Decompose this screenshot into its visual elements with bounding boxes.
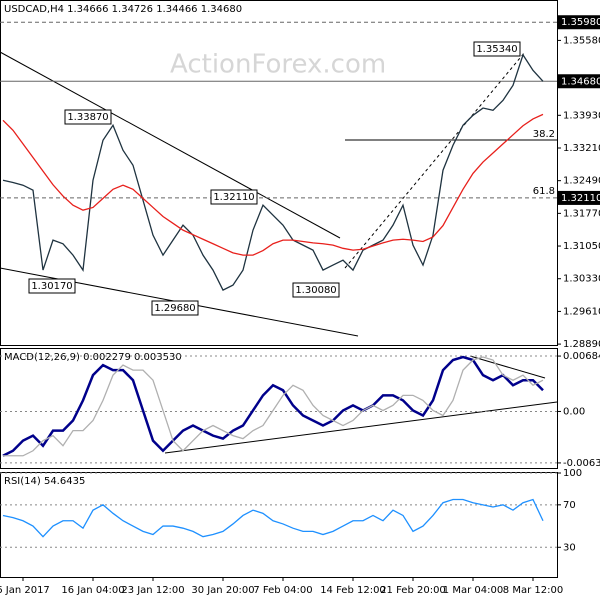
x-tick-label: 30 Jan 20:00 <box>191 585 254 596</box>
annotation: 1.30080 <box>295 285 336 296</box>
annotation: 1.33870 <box>67 112 108 123</box>
x-tick-label: 16 Jan 04:00 <box>61 585 124 596</box>
trendline <box>469 355 546 379</box>
y-tick-label: 1.29610 <box>563 306 600 317</box>
series-line <box>2 355 544 457</box>
y-tick-label: 1.35580 <box>563 35 600 46</box>
chart-title: USDCAD,H4 1.34666 1.34726 1.34466 1.3468… <box>4 4 242 15</box>
trendline <box>0 51 341 239</box>
x-tick-label: 1 Mar 04:00 <box>443 585 503 596</box>
level-label: 1.32110 <box>561 193 600 204</box>
series-line <box>3 356 544 457</box>
level-box <box>558 190 600 205</box>
x-tick-label: 7 Feb 04:00 <box>253 585 312 596</box>
x-tick-label: 8 Mar 12:00 <box>503 585 563 596</box>
annotation-box <box>210 189 258 205</box>
y-tick-label: 1.28890 <box>563 339 600 350</box>
x-tick-label: 21 Feb 20:00 <box>380 585 446 596</box>
y-tick-label: 1.30330 <box>563 274 600 285</box>
level-label: 1.34680 <box>561 76 600 87</box>
annotation-box <box>151 300 199 316</box>
annotation-box <box>292 282 340 298</box>
annotation: 1.30170 <box>31 281 72 292</box>
macd-title: MACD(12,26,9) 0.002279 0.003530 <box>4 352 182 363</box>
y-tick-label: 1.31050 <box>563 241 600 252</box>
y-tick-label: 30 <box>563 542 576 553</box>
fib-label: 38.2 <box>533 129 555 140</box>
y-tick-label: 0.006847 <box>563 351 600 362</box>
series-line <box>2 498 544 538</box>
watermark: ActionForex.com <box>170 50 386 80</box>
y-tick-label: 1.31770 <box>563 208 600 219</box>
annotation-box <box>473 41 521 57</box>
y-tick-label: 1.32490 <box>563 176 600 187</box>
x-tick-label: 6 Jan 2017 <box>0 585 50 596</box>
price-panel <box>0 0 558 346</box>
rsi-panel <box>0 472 558 578</box>
annotation: 1.35340 <box>476 44 517 55</box>
level-box <box>558 74 600 89</box>
rsi-title: RSI(14) 54.6435 <box>4 476 85 487</box>
y-tick-label: -0.006362 <box>563 458 600 469</box>
x-tick-label: 23 Jan 12:00 <box>121 585 184 596</box>
trendline <box>164 401 558 454</box>
annotation-box <box>64 109 112 125</box>
y-tick-label: 1.33210 <box>563 143 600 154</box>
fib-label: 61.8 <box>533 186 555 197</box>
annotation-box <box>28 278 76 294</box>
x-tick-label: 14 Feb 12:00 <box>320 585 386 596</box>
level-label: 1.35980 <box>561 17 600 28</box>
annotation: 1.29680 <box>154 303 195 314</box>
y-tick-label: 1.33930 <box>563 110 600 121</box>
y-tick-label: 70 <box>563 500 576 511</box>
y-tick-label: 0.00 <box>563 406 585 417</box>
series-line <box>2 113 544 256</box>
y-tick-label: 100 <box>563 468 582 479</box>
level-box <box>558 15 600 30</box>
annotation: 1.32110 <box>213 192 254 203</box>
trendline <box>344 51 526 269</box>
macd-panel <box>0 348 558 469</box>
series-line <box>2 53 544 291</box>
